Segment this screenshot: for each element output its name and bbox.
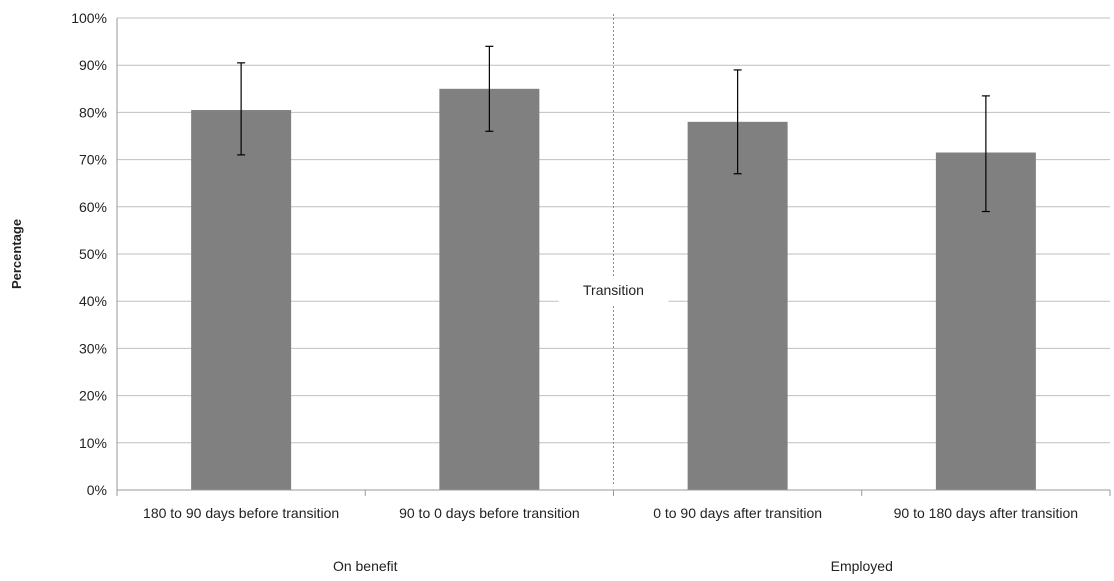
bar xyxy=(439,88,540,491)
y-tick-label: 40% xyxy=(79,293,107,309)
x-tick-label: 0 to 90 days after transition xyxy=(653,505,822,521)
y-tick-label: 30% xyxy=(79,340,107,356)
group-label: Employed xyxy=(831,558,893,574)
y-tick-label: 70% xyxy=(79,152,107,168)
y-axis-title: Percentage xyxy=(9,219,24,289)
x-tick-label: 180 to 90 days before transition xyxy=(143,505,339,521)
y-tick-label: 50% xyxy=(79,246,107,262)
group-label: On benefit xyxy=(333,558,398,574)
y-tick-label: 80% xyxy=(79,104,107,120)
transition-annotation: Transition xyxy=(583,282,644,298)
y-tick-label: 20% xyxy=(79,388,107,404)
y-tick-label: 60% xyxy=(79,199,107,215)
bar xyxy=(687,121,788,490)
y-tick-label: 100% xyxy=(71,10,107,26)
x-tick-label: 90 to 0 days before transition xyxy=(399,505,580,521)
x-tick-label: 90 to 180 days after transition xyxy=(894,505,1078,521)
y-tick-label: 10% xyxy=(79,435,107,451)
y-tick-label: 0% xyxy=(87,482,107,498)
y-tick-label: 90% xyxy=(79,57,107,73)
transition-annotation-box xyxy=(558,276,669,304)
bar xyxy=(191,110,292,490)
